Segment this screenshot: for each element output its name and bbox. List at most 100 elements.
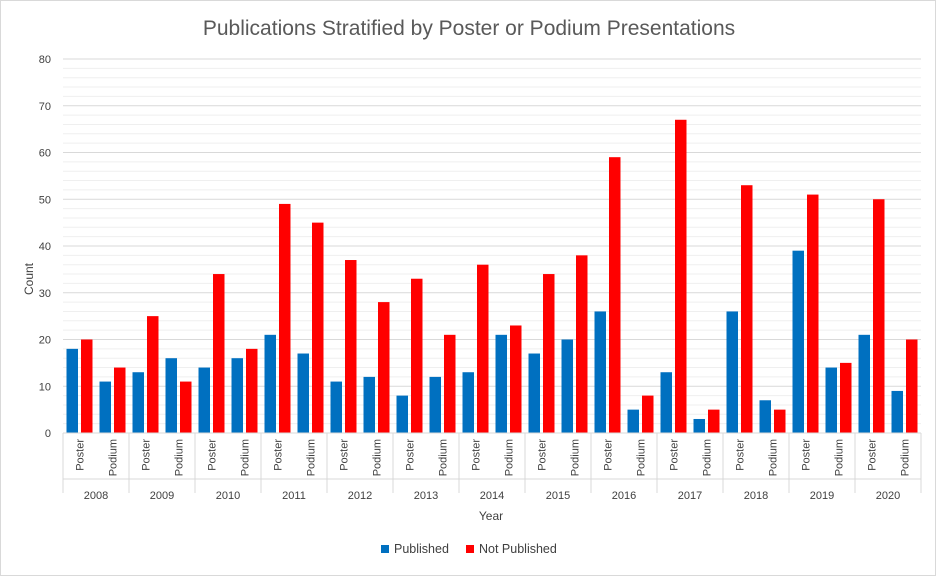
bar-not-published-2015-poster [543, 274, 555, 433]
bar-not-published-2013-podium [444, 334, 456, 433]
bar-not-published-2010-poster [213, 274, 225, 433]
x-tick-label: Podium [768, 439, 780, 476]
x-tick-label: Podium [834, 439, 846, 476]
x-tick-label: Podium [306, 439, 318, 476]
bar-not-published-2009-podium [180, 381, 192, 433]
bar-not-published-2010-podium [246, 348, 258, 433]
bar-published-2015-poster [528, 353, 540, 433]
x-tick-label: Poster [603, 439, 615, 471]
bar-published-2011-podium [297, 353, 309, 433]
x-tick-label: Podium [636, 439, 648, 476]
legend-swatch-not-published [466, 545, 474, 553]
bar-not-published-2018-podium [774, 409, 786, 434]
legend: Published Not Published [381, 542, 557, 556]
bar-published-2019-poster [792, 250, 804, 433]
bar-not-published-2012-podium [378, 302, 390, 433]
bar-published-2012-poster [330, 381, 342, 433]
x-tick-label: Poster [801, 439, 813, 471]
x-year-label: 2016 [612, 490, 636, 502]
legend-label-not-published: Not Published [479, 542, 557, 556]
bar-published-2010-podium [231, 358, 243, 433]
legend-swatch-published [381, 545, 389, 553]
x-tick-label: Poster [75, 439, 87, 471]
x-tick-label: Podium [174, 439, 186, 476]
x-tick-label: Podium [702, 439, 714, 476]
bar-published-2017-podium [693, 418, 705, 433]
bar-published-2017-poster [660, 372, 672, 433]
x-year-label: 2020 [876, 490, 900, 502]
bars [66, 119, 918, 434]
bar-not-published-2016-podium [642, 395, 654, 433]
x-tick-label: Podium [372, 439, 384, 476]
y-tick-label: 0 [45, 428, 51, 440]
bar-published-2008-poster [66, 348, 78, 433]
bar-not-published-2017-poster [675, 119, 687, 434]
x-tick-label: Poster [207, 439, 219, 471]
bar-published-2009-poster [132, 372, 144, 433]
bar-not-published-2013-poster [411, 278, 423, 433]
x-axis-title: Year [479, 509, 503, 523]
x-year-label: 2018 [744, 490, 768, 502]
x-tick-label: Podium [108, 439, 120, 476]
bar-not-published-2009-poster [147, 316, 159, 434]
x-year-label: 2013 [414, 490, 438, 502]
y-tick-label: 50 [39, 194, 51, 206]
bar-published-2013-podium [429, 376, 441, 433]
y-tick-label: 40 [39, 241, 51, 253]
bar-not-published-2015-podium [576, 255, 588, 433]
bar-published-2018-podium [759, 400, 771, 433]
x-year-label: 2015 [546, 490, 570, 502]
bar-published-2016-poster [594, 311, 606, 433]
bar-not-published-2018-poster [741, 185, 753, 433]
bar-not-published-2020-poster [873, 199, 885, 433]
x-axis: Poster Podium Poster Podium Poster Podium Post… [62, 432, 922, 502]
x-tick-label: Podium [504, 439, 516, 476]
x-tick-label: Poster [273, 439, 285, 471]
bar-not-published-2016-poster [609, 157, 621, 433]
bar-not-published-2011-podium [312, 222, 324, 434]
x-year-label: 2012 [348, 490, 372, 502]
x-tick-label: Poster [141, 439, 153, 471]
bar-published-2014-podium [495, 334, 507, 433]
y-tick-label: 20 [39, 335, 51, 347]
y-axis-ticks: 0 10 20 30 40 50 60 70 80 [39, 54, 51, 440]
legend-label-published: Published [394, 542, 449, 556]
x-tick-label: Podium [900, 439, 912, 476]
bar-not-published-2014-podium [510, 325, 522, 433]
bar-published-2015-podium [561, 339, 573, 433]
gridlines [63, 58, 921, 425]
bar-not-published-2019-podium [840, 362, 852, 434]
bar-published-2020-podium [891, 390, 903, 433]
x-tick-label: Poster [735, 439, 747, 471]
y-tick-label: 70 [39, 101, 51, 113]
bar-published-2013-poster [396, 395, 408, 433]
x-tick-label: Poster [339, 439, 351, 471]
y-tick-label: 30 [39, 288, 51, 300]
x-year-label: 2010 [216, 490, 240, 502]
chart-title: Publications Stratified by Poster or Pod… [203, 17, 735, 40]
y-axis-title: Count [22, 262, 36, 295]
y-tick-label: 60 [39, 148, 51, 160]
bar-published-2008-podium [99, 381, 111, 433]
bar-not-published-2012-poster [345, 260, 357, 433]
bar-published-2014-poster [462, 372, 474, 433]
x-year-label: 2017 [678, 490, 702, 502]
x-year-label: 2008 [84, 490, 108, 502]
bar-published-2020-poster [858, 334, 870, 433]
x-year-label: 2014 [480, 490, 504, 502]
x-tick-label: Poster [867, 439, 879, 471]
x-tick-label: Poster [537, 439, 549, 471]
bar-not-published-2008-poster [81, 339, 93, 433]
bar-not-published-2008-podium [114, 367, 126, 433]
bar-published-2009-podium [165, 358, 177, 433]
x-year-label: 2019 [810, 490, 834, 502]
bar-not-published-2011-poster [279, 203, 291, 433]
x-tick-label: Poster [669, 439, 681, 471]
bar-published-2010-poster [198, 367, 210, 433]
x-tick-label: Podium [438, 439, 450, 476]
bar-published-2012-podium [363, 376, 375, 433]
x-tick-label: Podium [570, 439, 582, 476]
x-year-label: 2011 [282, 490, 306, 502]
x-tick-label: Poster [405, 439, 417, 471]
